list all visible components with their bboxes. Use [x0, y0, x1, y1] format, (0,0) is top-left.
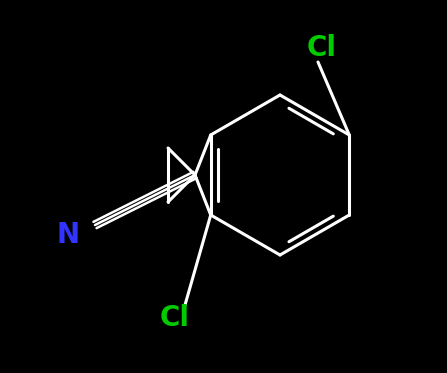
Text: Cl: Cl: [307, 34, 337, 62]
Text: Cl: Cl: [160, 304, 190, 332]
Text: N: N: [56, 221, 80, 249]
